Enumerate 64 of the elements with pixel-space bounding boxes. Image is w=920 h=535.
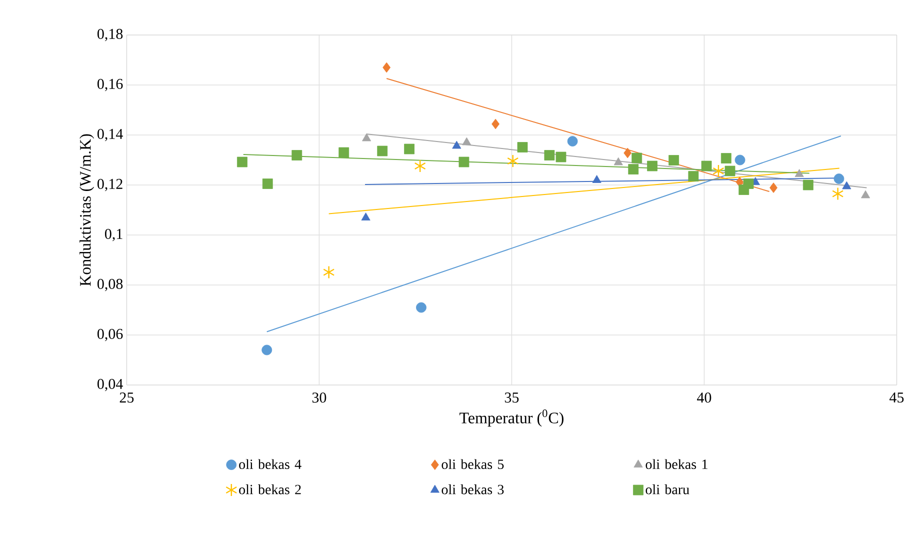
y-tick-label: 0,14: [97, 128, 123, 142]
legend-label: oli bekas 2: [239, 484, 301, 494]
point: [832, 187, 844, 200]
point: [377, 146, 388, 156]
point: [507, 154, 519, 168]
point: [416, 302, 426, 313]
point: [237, 156, 248, 168]
x-tick-label: 25: [120, 392, 134, 403]
point: [323, 266, 335, 279]
x-tick-label: 30: [312, 392, 326, 403]
point: [517, 142, 528, 152]
point: [624, 148, 632, 158]
point: [404, 144, 414, 154]
point: [734, 154, 746, 166]
point: [262, 178, 273, 189]
point: [712, 164, 724, 178]
legend-label: oli bekas 5: [442, 459, 504, 470]
x-tick-label: 40: [697, 392, 712, 403]
point: [452, 140, 462, 149]
y-tick-label: 0,04: [97, 378, 123, 392]
point: [770, 182, 778, 193]
point: [701, 160, 712, 172]
point: [338, 147, 350, 158]
point: [414, 159, 426, 173]
x-tick-label: 45: [890, 392, 904, 403]
point: [362, 133, 372, 142]
point: [462, 137, 472, 146]
point: [647, 160, 658, 172]
y-axis-title: Konduktivitas (W/m.K): [80, 134, 94, 286]
point: [688, 171, 699, 182]
point: [834, 174, 844, 184]
y-tick-label: 0,06: [97, 328, 123, 342]
x-tick-label: 35: [504, 392, 519, 403]
legend-label: oli bekas 4: [239, 459, 302, 470]
point: [720, 153, 732, 164]
point: [492, 118, 500, 130]
point: [614, 157, 623, 166]
y-tick-label: 0,18: [97, 28, 123, 42]
point: [544, 150, 555, 160]
point: [738, 184, 750, 195]
point: [668, 155, 679, 166]
point: [292, 150, 302, 160]
point: [724, 166, 736, 176]
point: [592, 175, 602, 183]
point: [382, 62, 391, 73]
point: [556, 152, 566, 162]
point: [860, 190, 870, 198]
point: [794, 169, 804, 177]
y-tick-label: 0,08: [97, 278, 123, 292]
y-tick-label: 0,16: [97, 78, 123, 92]
legend-label: oli baru: [646, 484, 690, 494]
point: [361, 212, 370, 220]
legend-label: oli bekas 3: [442, 484, 504, 494]
point: [262, 344, 272, 356]
point: [567, 136, 578, 146]
point: [632, 152, 642, 164]
legend-label: oli bekas 1: [646, 459, 708, 470]
point: [628, 164, 639, 174]
y-tick-label: 0,1: [104, 228, 122, 242]
point: [842, 181, 852, 190]
point: [458, 156, 470, 168]
x-axis-title: Temperatur ($^{0}$C): [460, 410, 564, 427]
point: [802, 180, 814, 190]
y-tick-label: 0,12: [97, 178, 122, 192]
